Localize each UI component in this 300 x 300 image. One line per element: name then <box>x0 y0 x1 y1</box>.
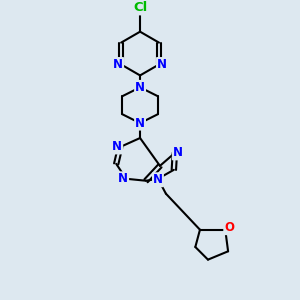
Text: N: N <box>157 58 167 71</box>
Text: N: N <box>135 81 145 94</box>
Text: O: O <box>224 221 234 234</box>
Text: N: N <box>113 58 123 71</box>
Text: N: N <box>153 173 163 186</box>
Text: N: N <box>112 140 122 154</box>
Text: N: N <box>118 172 128 185</box>
Text: N: N <box>135 117 145 130</box>
Text: Cl: Cl <box>133 1 147 14</box>
Text: N: N <box>173 146 183 159</box>
